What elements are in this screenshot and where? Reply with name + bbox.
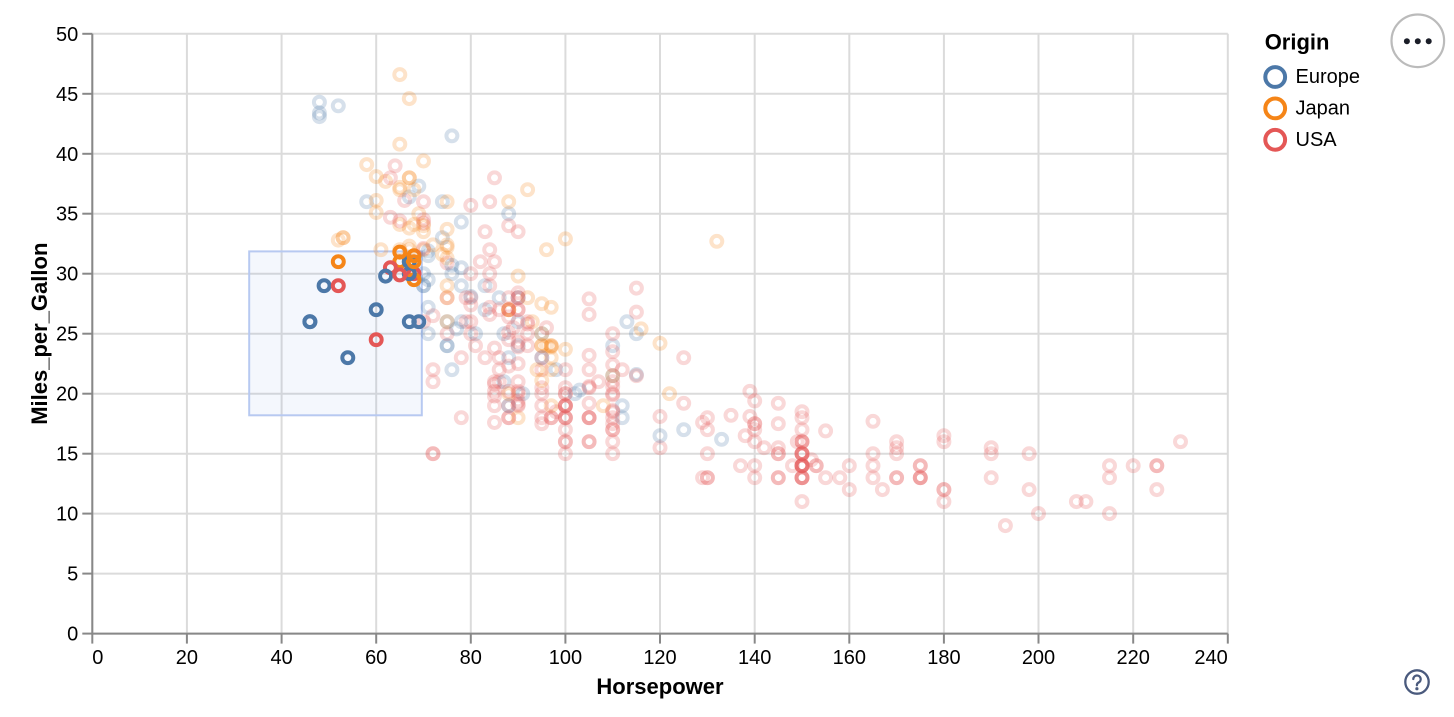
svg-text:80: 80 bbox=[460, 647, 482, 669]
svg-text:Horsepower: Horsepower bbox=[596, 674, 724, 699]
svg-text:60: 60 bbox=[365, 647, 387, 669]
svg-text:35: 35 bbox=[56, 204, 78, 226]
svg-text:140: 140 bbox=[738, 647, 771, 669]
svg-text:30: 30 bbox=[56, 264, 78, 286]
svg-text:Japan: Japan bbox=[1296, 98, 1351, 120]
svg-text:200: 200 bbox=[1022, 647, 1055, 669]
svg-text:40: 40 bbox=[270, 647, 292, 669]
svg-text:20: 20 bbox=[176, 647, 198, 669]
svg-text:Europe: Europe bbox=[1296, 66, 1361, 88]
svg-text:180: 180 bbox=[927, 647, 960, 669]
svg-text:0: 0 bbox=[92, 647, 103, 669]
svg-text:50: 50 bbox=[56, 24, 78, 46]
svg-text:100: 100 bbox=[549, 647, 582, 669]
svg-text:160: 160 bbox=[833, 647, 866, 669]
svg-text:120: 120 bbox=[643, 647, 676, 669]
svg-text:Origin: Origin bbox=[1265, 29, 1330, 54]
svg-text:USA: USA bbox=[1296, 129, 1338, 151]
svg-text:45: 45 bbox=[56, 84, 78, 106]
svg-text:15: 15 bbox=[56, 444, 78, 466]
svg-text:25: 25 bbox=[56, 324, 78, 346]
svg-text:220: 220 bbox=[1117, 647, 1150, 669]
svg-text:0: 0 bbox=[67, 624, 78, 646]
svg-text:40: 40 bbox=[56, 144, 78, 166]
svg-text:5: 5 bbox=[67, 564, 78, 586]
svg-text:10: 10 bbox=[56, 504, 78, 526]
svg-text:240: 240 bbox=[1194, 647, 1227, 669]
svg-text:Miles_per_Gallon: Miles_per_Gallon bbox=[27, 243, 52, 425]
svg-text:20: 20 bbox=[56, 384, 78, 406]
